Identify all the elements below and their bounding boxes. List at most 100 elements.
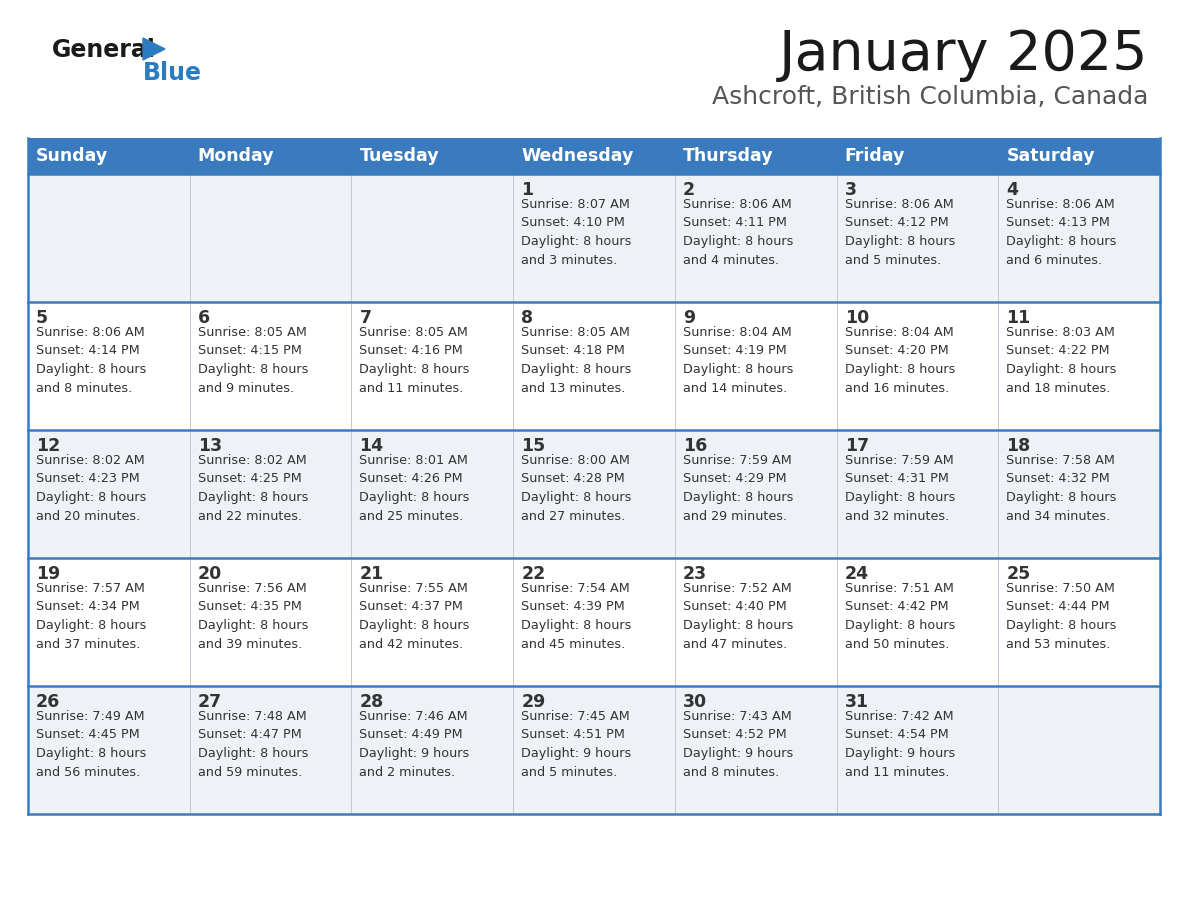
- Text: Sunday: Sunday: [36, 147, 108, 165]
- Bar: [836, 302, 998, 430]
- Text: Thursday: Thursday: [683, 147, 773, 165]
- Text: Sunrise: 7:50 AM
Sunset: 4:44 PM
Daylight: 8 hours
and 53 minutes.: Sunrise: 7:50 AM Sunset: 4:44 PM Dayligh…: [1006, 582, 1117, 651]
- Polygon shape: [143, 38, 165, 60]
- Text: Sunrise: 8:04 AM
Sunset: 4:20 PM
Daylight: 8 hours
and 16 minutes.: Sunrise: 8:04 AM Sunset: 4:20 PM Dayligh…: [845, 326, 955, 395]
- Text: Sunrise: 7:49 AM
Sunset: 4:45 PM
Daylight: 8 hours
and 56 minutes.: Sunrise: 7:49 AM Sunset: 4:45 PM Dayligh…: [36, 710, 146, 778]
- Text: Sunrise: 8:06 AM
Sunset: 4:11 PM
Daylight: 8 hours
and 4 minutes.: Sunrise: 8:06 AM Sunset: 4:11 PM Dayligh…: [683, 198, 794, 266]
- Bar: [675, 138, 836, 174]
- Bar: [998, 430, 1159, 558]
- Text: Sunrise: 7:52 AM
Sunset: 4:40 PM
Daylight: 8 hours
and 47 minutes.: Sunrise: 7:52 AM Sunset: 4:40 PM Dayligh…: [683, 582, 794, 651]
- Bar: [998, 302, 1159, 430]
- Bar: [513, 302, 675, 430]
- Text: Sunrise: 8:03 AM
Sunset: 4:22 PM
Daylight: 8 hours
and 18 minutes.: Sunrise: 8:03 AM Sunset: 4:22 PM Dayligh…: [1006, 326, 1117, 395]
- Bar: [513, 138, 675, 174]
- Text: 12: 12: [36, 437, 61, 455]
- Bar: [352, 430, 513, 558]
- Bar: [675, 686, 836, 814]
- Bar: [998, 686, 1159, 814]
- Bar: [29, 686, 190, 814]
- Text: 22: 22: [522, 565, 545, 583]
- Text: 16: 16: [683, 437, 707, 455]
- Text: 9: 9: [683, 309, 695, 327]
- Text: Sunrise: 8:02 AM
Sunset: 4:23 PM
Daylight: 8 hours
and 20 minutes.: Sunrise: 8:02 AM Sunset: 4:23 PM Dayligh…: [36, 454, 146, 522]
- Text: Sunrise: 8:07 AM
Sunset: 4:10 PM
Daylight: 8 hours
and 3 minutes.: Sunrise: 8:07 AM Sunset: 4:10 PM Dayligh…: [522, 198, 632, 266]
- Bar: [190, 302, 352, 430]
- Text: Sunrise: 8:05 AM
Sunset: 4:16 PM
Daylight: 8 hours
and 11 minutes.: Sunrise: 8:05 AM Sunset: 4:16 PM Dayligh…: [360, 326, 469, 395]
- Bar: [352, 686, 513, 814]
- Text: Sunrise: 7:57 AM
Sunset: 4:34 PM
Daylight: 8 hours
and 37 minutes.: Sunrise: 7:57 AM Sunset: 4:34 PM Dayligh…: [36, 582, 146, 651]
- Text: Wednesday: Wednesday: [522, 147, 633, 165]
- Text: Sunrise: 8:06 AM
Sunset: 4:14 PM
Daylight: 8 hours
and 8 minutes.: Sunrise: 8:06 AM Sunset: 4:14 PM Dayligh…: [36, 326, 146, 395]
- Text: Friday: Friday: [845, 147, 905, 165]
- Bar: [998, 174, 1159, 302]
- Bar: [513, 558, 675, 686]
- Bar: [675, 430, 836, 558]
- Text: 30: 30: [683, 693, 707, 711]
- Text: Sunrise: 7:58 AM
Sunset: 4:32 PM
Daylight: 8 hours
and 34 minutes.: Sunrise: 7:58 AM Sunset: 4:32 PM Dayligh…: [1006, 454, 1117, 522]
- Text: Sunrise: 8:06 AM
Sunset: 4:12 PM
Daylight: 8 hours
and 5 minutes.: Sunrise: 8:06 AM Sunset: 4:12 PM Dayligh…: [845, 198, 955, 266]
- Text: 20: 20: [197, 565, 222, 583]
- Text: 21: 21: [360, 565, 384, 583]
- Text: 8: 8: [522, 309, 533, 327]
- Text: Sunrise: 8:04 AM
Sunset: 4:19 PM
Daylight: 8 hours
and 14 minutes.: Sunrise: 8:04 AM Sunset: 4:19 PM Dayligh…: [683, 326, 794, 395]
- Text: Sunrise: 7:54 AM
Sunset: 4:39 PM
Daylight: 8 hours
and 45 minutes.: Sunrise: 7:54 AM Sunset: 4:39 PM Dayligh…: [522, 582, 632, 651]
- Text: Sunrise: 7:55 AM
Sunset: 4:37 PM
Daylight: 8 hours
and 42 minutes.: Sunrise: 7:55 AM Sunset: 4:37 PM Dayligh…: [360, 582, 469, 651]
- Bar: [352, 174, 513, 302]
- Text: Sunrise: 7:56 AM
Sunset: 4:35 PM
Daylight: 8 hours
and 39 minutes.: Sunrise: 7:56 AM Sunset: 4:35 PM Dayligh…: [197, 582, 308, 651]
- Text: 1: 1: [522, 181, 533, 199]
- Bar: [675, 558, 836, 686]
- Text: 17: 17: [845, 437, 868, 455]
- Text: 6: 6: [197, 309, 210, 327]
- Text: Sunrise: 7:48 AM
Sunset: 4:47 PM
Daylight: 8 hours
and 59 minutes.: Sunrise: 7:48 AM Sunset: 4:47 PM Dayligh…: [197, 710, 308, 778]
- Text: Sunrise: 7:46 AM
Sunset: 4:49 PM
Daylight: 9 hours
and 2 minutes.: Sunrise: 7:46 AM Sunset: 4:49 PM Dayligh…: [360, 710, 469, 778]
- Text: 29: 29: [522, 693, 545, 711]
- Text: Sunrise: 7:59 AM
Sunset: 4:29 PM
Daylight: 8 hours
and 29 minutes.: Sunrise: 7:59 AM Sunset: 4:29 PM Dayligh…: [683, 454, 794, 522]
- Text: 28: 28: [360, 693, 384, 711]
- Bar: [836, 430, 998, 558]
- Text: 4: 4: [1006, 181, 1018, 199]
- Bar: [29, 558, 190, 686]
- Text: Sunrise: 8:02 AM
Sunset: 4:25 PM
Daylight: 8 hours
and 22 minutes.: Sunrise: 8:02 AM Sunset: 4:25 PM Dayligh…: [197, 454, 308, 522]
- Text: Sunrise: 8:05 AM
Sunset: 4:18 PM
Daylight: 8 hours
and 13 minutes.: Sunrise: 8:05 AM Sunset: 4:18 PM Dayligh…: [522, 326, 632, 395]
- Text: 7: 7: [360, 309, 372, 327]
- Text: Sunrise: 8:05 AM
Sunset: 4:15 PM
Daylight: 8 hours
and 9 minutes.: Sunrise: 8:05 AM Sunset: 4:15 PM Dayligh…: [197, 326, 308, 395]
- Text: 31: 31: [845, 693, 868, 711]
- Text: 3: 3: [845, 181, 857, 199]
- Text: Sunrise: 7:51 AM
Sunset: 4:42 PM
Daylight: 8 hours
and 50 minutes.: Sunrise: 7:51 AM Sunset: 4:42 PM Dayligh…: [845, 582, 955, 651]
- Bar: [190, 174, 352, 302]
- Bar: [998, 558, 1159, 686]
- Text: 19: 19: [36, 565, 61, 583]
- Text: 5: 5: [36, 309, 49, 327]
- Bar: [190, 138, 352, 174]
- Text: Sunrise: 8:00 AM
Sunset: 4:28 PM
Daylight: 8 hours
and 27 minutes.: Sunrise: 8:00 AM Sunset: 4:28 PM Dayligh…: [522, 454, 632, 522]
- Bar: [190, 686, 352, 814]
- Text: Sunrise: 7:42 AM
Sunset: 4:54 PM
Daylight: 9 hours
and 11 minutes.: Sunrise: 7:42 AM Sunset: 4:54 PM Dayligh…: [845, 710, 955, 778]
- Bar: [352, 302, 513, 430]
- Text: 25: 25: [1006, 565, 1030, 583]
- Bar: [352, 138, 513, 174]
- Text: 26: 26: [36, 693, 61, 711]
- Bar: [190, 430, 352, 558]
- Bar: [675, 302, 836, 430]
- Text: Blue: Blue: [143, 61, 202, 85]
- Bar: [836, 174, 998, 302]
- Text: 13: 13: [197, 437, 222, 455]
- Text: Sunrise: 8:01 AM
Sunset: 4:26 PM
Daylight: 8 hours
and 25 minutes.: Sunrise: 8:01 AM Sunset: 4:26 PM Dayligh…: [360, 454, 469, 522]
- Bar: [836, 686, 998, 814]
- Text: Sunrise: 7:43 AM
Sunset: 4:52 PM
Daylight: 9 hours
and 8 minutes.: Sunrise: 7:43 AM Sunset: 4:52 PM Dayligh…: [683, 710, 794, 778]
- Text: January 2025: January 2025: [778, 28, 1148, 82]
- Bar: [190, 558, 352, 686]
- Bar: [998, 138, 1159, 174]
- Text: Saturday: Saturday: [1006, 147, 1095, 165]
- Text: 15: 15: [522, 437, 545, 455]
- Text: 23: 23: [683, 565, 707, 583]
- Bar: [513, 686, 675, 814]
- Text: 14: 14: [360, 437, 384, 455]
- Text: 27: 27: [197, 693, 222, 711]
- Text: 18: 18: [1006, 437, 1030, 455]
- Text: 10: 10: [845, 309, 868, 327]
- Text: 11: 11: [1006, 309, 1030, 327]
- Bar: [513, 174, 675, 302]
- Text: Tuesday: Tuesday: [360, 147, 440, 165]
- Text: 2: 2: [683, 181, 695, 199]
